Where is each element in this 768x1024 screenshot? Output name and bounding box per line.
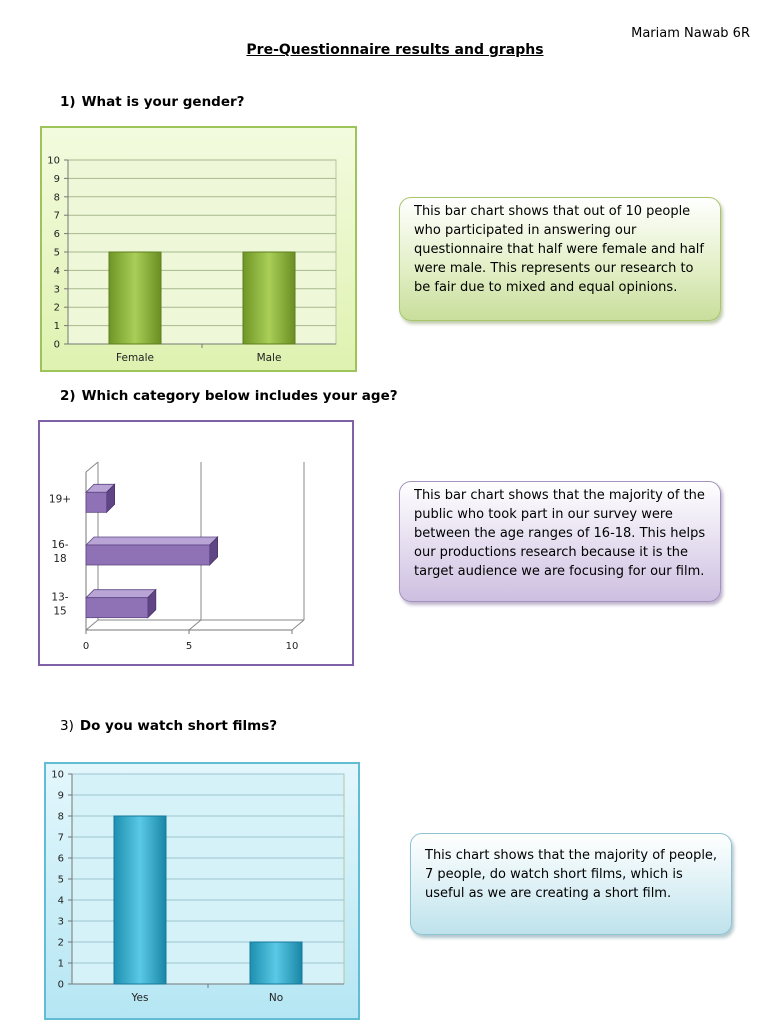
gender-chart-svg: 0 1 2 3 4 5 6 7 8 9 10 Female Male (40, 126, 357, 372)
y-tick-label: 0 (58, 980, 64, 991)
short-films-chart-note: This chart shows that the majority of pe… (410, 833, 732, 935)
floor-right (291, 619, 305, 631)
question-1-text: What is your gender? (81, 94, 245, 110)
y-tick-label: 8 (58, 812, 64, 823)
page-title: Pre-Questionnaire results and graphs (246, 42, 544, 58)
question-1-number: 1) (60, 94, 76, 110)
y-tick-label: 1 (58, 959, 64, 970)
y-category-label: 19+ (49, 493, 71, 505)
question-2-text: Which category below includes your age? (81, 388, 398, 404)
x-tick-label: 0 (83, 641, 89, 652)
gender-chart-note: This bar chart shows that out of 10 peop… (399, 197, 721, 321)
y-tick-label: 9 (54, 174, 60, 185)
y-tick-label: 5 (54, 248, 60, 259)
y-tick-label: 6 (58, 854, 64, 865)
y-tick-label: 4 (54, 266, 60, 277)
age-chart: 0 5 10 13-15 16-18 19+ (38, 420, 354, 666)
age-chart-svg: 0 5 10 13-15 16-18 19+ (38, 420, 354, 666)
top-edge (85, 461, 99, 473)
x-category-label: No (269, 992, 283, 1004)
y-tick-label: 6 (54, 229, 60, 240)
author-name: Mariam Nawab 6R (631, 26, 750, 41)
bar-2 (85, 544, 210, 566)
short-films-chart-svg: 0 1 2 3 4 5 6 7 8 9 10 Yes No (44, 762, 360, 1020)
bar-top (85, 589, 157, 599)
question-3-number: 3) (60, 718, 74, 734)
bar-female (108, 251, 162, 345)
y-tick-label: 3 (54, 284, 60, 295)
y-tick-label: 0 (54, 340, 60, 351)
gender-chart: 0 1 2 3 4 5 6 7 8 9 10 Female Male (40, 126, 357, 372)
bar-yes (113, 815, 167, 985)
question-3: 3) Do you watch short films? (60, 718, 277, 734)
age-chart-note: This bar chart shows that the majority o… (399, 481, 721, 602)
short-films-chart: 0 1 2 3 4 5 6 7 8 9 10 Yes No (44, 762, 360, 1020)
y-tick-label: 10 (51, 770, 64, 781)
x-category-label: Yes (131, 992, 149, 1004)
y-tick-label: 5 (58, 875, 64, 886)
question-2: 2) Which category below includes your age… (60, 388, 398, 404)
x-tick-label: 10 (286, 641, 299, 652)
y-tick-label: 7 (54, 211, 60, 222)
bar-1 (85, 597, 149, 619)
y-tick-label: 1 (54, 321, 60, 332)
question-3-text: Do you watch short films? (79, 718, 278, 734)
bar-top (85, 536, 219, 546)
y-tick-label: 10 (47, 156, 60, 167)
y-tick-label: 3 (58, 917, 64, 928)
x-tick-label: 5 (186, 641, 192, 652)
y-tick-label: 9 (58, 791, 64, 802)
y-tick-label: 8 (54, 192, 60, 203)
question-1: 1) What is your gender? (60, 94, 245, 110)
x-category-label: Male (257, 352, 282, 364)
question-2-number: 2) (60, 388, 76, 404)
y-tick-label: 4 (58, 896, 64, 907)
y-tick-label: 2 (58, 938, 64, 949)
y-tick-label: 2 (54, 303, 60, 314)
bar-3 (85, 491, 108, 513)
gridline-floor (188, 619, 202, 631)
floor-edge (85, 619, 99, 631)
x-category-label: Female (116, 352, 154, 364)
y-category-label: 16-18 (51, 539, 68, 565)
y-tick-label: 7 (58, 833, 64, 844)
bar-no (249, 941, 303, 985)
y-category-label: 13-15 (51, 592, 68, 618)
bar-male (242, 251, 296, 345)
